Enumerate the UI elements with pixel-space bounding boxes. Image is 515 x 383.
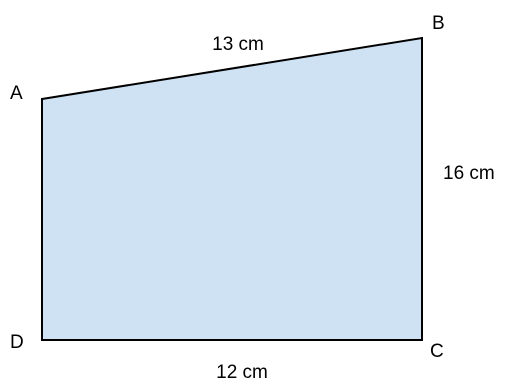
vertex-label-a: A: [10, 83, 23, 104]
vertex-label-d: D: [10, 332, 24, 353]
side-label-dc: 12 cm: [216, 362, 268, 383]
vertex-label-b: B: [432, 13, 445, 34]
side-label-bc: 16 cm: [443, 163, 495, 184]
side-label-ab: 13 cm: [212, 34, 264, 55]
trapezoid-shape: [41, 36, 423, 341]
vertex-label-c: C: [430, 341, 444, 362]
